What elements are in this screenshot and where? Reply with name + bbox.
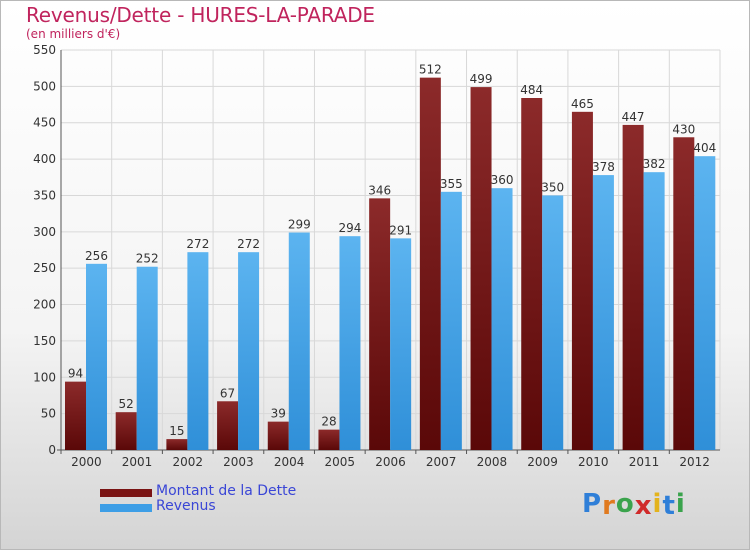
data-label-debt: 512 bbox=[419, 63, 442, 77]
legend-swatch-debt bbox=[100, 489, 152, 497]
bar-debt bbox=[115, 412, 137, 450]
y-tick-label: 550 bbox=[33, 43, 56, 57]
data-label-revenue: 360 bbox=[491, 173, 514, 187]
bar-revenue bbox=[187, 252, 209, 450]
x-tick-label: 2010 bbox=[578, 455, 609, 469]
y-tick-label: 200 bbox=[33, 298, 56, 312]
data-label-revenue: 355 bbox=[440, 177, 463, 191]
data-label-debt: 28 bbox=[321, 415, 336, 429]
x-tick-label: 2000 bbox=[71, 455, 102, 469]
bar-debt bbox=[369, 198, 391, 450]
bar-revenue bbox=[491, 188, 513, 450]
data-label-revenue: 404 bbox=[693, 141, 716, 155]
x-tick-label: 2007 bbox=[426, 455, 457, 469]
data-label-revenue: 350 bbox=[541, 180, 564, 194]
x-tick-label: 2011 bbox=[629, 455, 660, 469]
y-tick-label: 350 bbox=[33, 188, 56, 202]
logo-letter: t bbox=[662, 491, 676, 521]
bar-revenue bbox=[339, 236, 361, 450]
x-tick-label: 2006 bbox=[375, 455, 406, 469]
bar-revenue bbox=[592, 175, 614, 450]
bars bbox=[65, 77, 716, 451]
bar-debt bbox=[571, 111, 593, 451]
data-label-debt: 465 bbox=[571, 97, 594, 111]
x-tick-label: 2009 bbox=[527, 455, 558, 469]
data-label-revenue: 378 bbox=[592, 160, 615, 174]
y-tick-label: 300 bbox=[33, 225, 56, 239]
bar-debt bbox=[419, 77, 441, 451]
bar-debt bbox=[470, 87, 492, 450]
y-tick-label: 250 bbox=[33, 261, 56, 275]
logo-letter: o bbox=[615, 489, 635, 519]
chart-title: Revenus/Dette - HURES-LA-PARADE bbox=[26, 3, 375, 27]
y-tick-label: 400 bbox=[33, 152, 56, 166]
bar-debt bbox=[166, 439, 188, 450]
logo-letter: i bbox=[652, 489, 663, 519]
bar-debt bbox=[267, 421, 289, 450]
data-label-revenue: 299 bbox=[288, 218, 311, 232]
legend-label-debt: Montant de la Dette bbox=[156, 483, 297, 499]
bar-debt bbox=[622, 124, 644, 450]
data-label-revenue: 252 bbox=[136, 252, 159, 266]
x-tick-label: 2003 bbox=[223, 455, 254, 469]
data-label-debt: 484 bbox=[520, 83, 543, 97]
data-label-debt: 15 bbox=[169, 424, 184, 438]
logo-letter: i bbox=[675, 489, 686, 519]
data-label-revenue: 382 bbox=[643, 157, 666, 171]
data-label-revenue: 272 bbox=[186, 237, 209, 251]
data-label-revenue: 291 bbox=[389, 223, 412, 237]
bar-debt bbox=[318, 429, 340, 450]
data-labels: 94 256 52 252 15 272 67 272 39 299 28 294 346 291 512 3… bbox=[68, 63, 716, 438]
x-tick-label: 2004 bbox=[274, 455, 305, 469]
bar-revenue bbox=[643, 172, 665, 450]
bar-revenue bbox=[440, 191, 462, 450]
y-tick-label: 100 bbox=[33, 370, 56, 384]
bar-debt bbox=[521, 98, 543, 450]
data-label-revenue: 256 bbox=[85, 249, 108, 263]
legend-swatch-revenue bbox=[100, 504, 152, 512]
y-tick-label: 500 bbox=[33, 79, 56, 93]
bar-revenue bbox=[136, 266, 158, 450]
x-tick-label: 2002 bbox=[172, 455, 203, 469]
x-tick-label: 2012 bbox=[679, 455, 710, 469]
data-label-debt: 39 bbox=[271, 407, 286, 421]
bar-revenue bbox=[542, 195, 564, 450]
logo-letter: r bbox=[602, 491, 616, 521]
data-label-debt: 94 bbox=[68, 367, 83, 381]
bar-revenue bbox=[86, 263, 107, 450]
data-label-debt: 346 bbox=[368, 183, 391, 197]
data-label-debt: 430 bbox=[672, 122, 695, 136]
bar-debt bbox=[217, 401, 239, 450]
data-label-debt: 447 bbox=[622, 110, 645, 124]
data-label-revenue: 272 bbox=[237, 237, 260, 251]
y-tick-label: 150 bbox=[33, 334, 56, 348]
proxiti-logo: Proxiti bbox=[582, 489, 686, 521]
y-tick-label: 0 bbox=[48, 443, 56, 457]
bar-revenue bbox=[390, 238, 412, 450]
y-tick-label: 450 bbox=[33, 116, 56, 130]
chart-subtitle: (en milliers d'€) bbox=[26, 27, 121, 41]
legend-label-revenue: Revenus bbox=[156, 498, 216, 514]
x-tick-label: 2001 bbox=[122, 455, 153, 469]
bar-debt bbox=[673, 137, 695, 451]
logo-letter: P bbox=[582, 489, 603, 519]
x-tick-label: 2005 bbox=[325, 455, 356, 469]
data-label-debt: 67 bbox=[220, 386, 235, 400]
bar-debt bbox=[65, 381, 86, 450]
data-label-debt: 52 bbox=[119, 397, 134, 411]
data-label-debt: 499 bbox=[470, 72, 493, 86]
bar-revenue bbox=[238, 252, 260, 450]
logo-letter: x bbox=[634, 491, 653, 521]
bar-revenue bbox=[694, 156, 716, 450]
y-tick-label: 50 bbox=[41, 407, 56, 421]
bar-revenue bbox=[288, 232, 310, 450]
data-label-revenue: 294 bbox=[339, 221, 362, 235]
x-tick-label: 2008 bbox=[477, 455, 508, 469]
axes: 0 50 100 150 200 250 300 350 400 450 500 550 2000 200… bbox=[33, 43, 720, 469]
